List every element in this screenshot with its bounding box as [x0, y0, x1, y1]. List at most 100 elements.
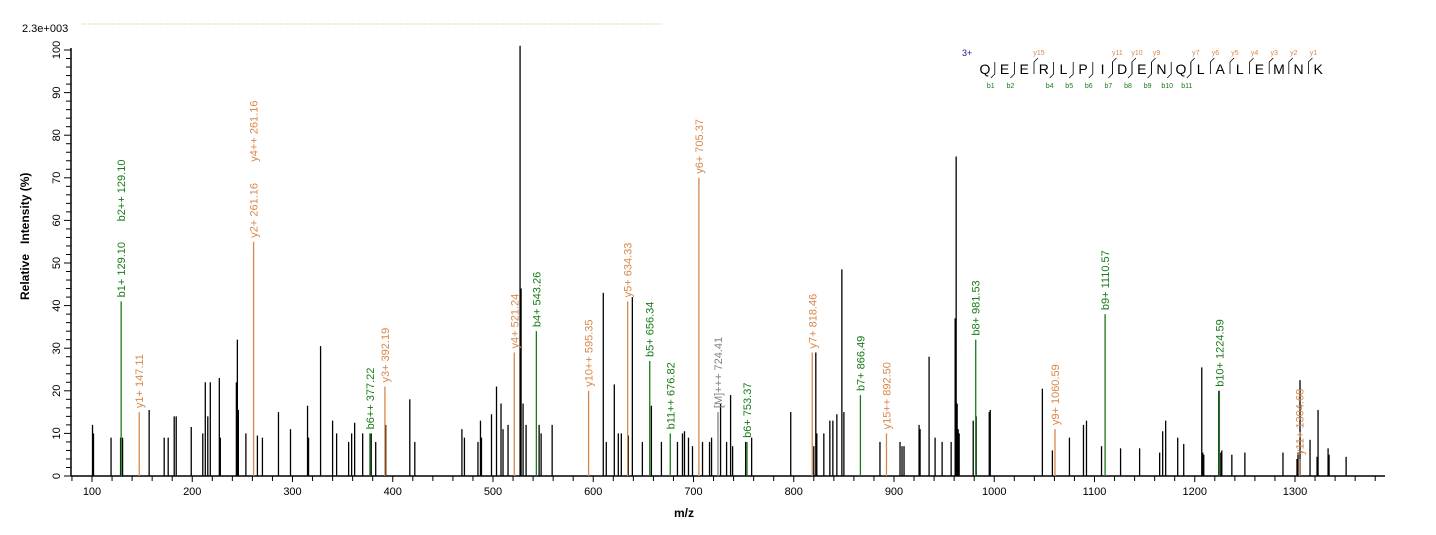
x-tick-label: 600: [584, 486, 602, 498]
y-ion-label: y1: [1310, 50, 1318, 57]
residue: E: [1255, 61, 1264, 77]
x-tick-label: 1100: [1083, 486, 1107, 498]
x-tick-label: 700: [684, 486, 702, 498]
y-tick-label: 0: [51, 473, 63, 479]
x-tick-label: 800: [785, 486, 803, 498]
x-tick-label: 1300: [1283, 486, 1307, 498]
peak-label: y9+ 1060.59: [1050, 364, 1062, 425]
y-tick-label: 90: [51, 86, 63, 98]
y-ion-bracket: [1112, 57, 1117, 74]
peptide-sequence: 3+Q E E R L P I D E N Q L A L E M N Kb1 b2 b4 b5 b6 b7 b8 b9 b10 b…: [962, 48, 1324, 90]
b-ion-label: b5: [1065, 83, 1073, 90]
y-ion-label: y11: [1112, 50, 1123, 57]
residue: K: [1314, 61, 1324, 77]
y-ion-label: y3: [1270, 50, 1278, 57]
y-ion-label: y5: [1231, 50, 1239, 57]
residue: E: [1137, 61, 1146, 77]
peak-label: b10+ 1224.59: [1214, 319, 1226, 387]
b-ion-bracket: [1147, 62, 1152, 79]
b-ion-bracket: [1108, 62, 1113, 79]
b-ion-bracket: [1186, 62, 1192, 79]
b-ion-bracket: [1088, 62, 1094, 79]
peak-label: b2++ 129.10: [116, 160, 128, 222]
peak-label: y5+ 634.33: [623, 243, 635, 298]
y-ion-label: y9: [1153, 50, 1161, 57]
residue: L: [1197, 61, 1205, 77]
y-tick-label: 20: [51, 385, 63, 397]
y-ion-label: y10: [1131, 50, 1142, 57]
y-ion-label: y2: [1290, 50, 1298, 57]
peak-label: y10++ 595.35: [584, 320, 596, 387]
x-axis-title: m/z: [674, 506, 694, 520]
residue: L: [1060, 61, 1068, 77]
peaks: [91, 45, 1347, 476]
residue: L: [1236, 61, 1244, 77]
b-ion-label: b9: [1144, 83, 1152, 90]
x-tick-label: 200: [183, 486, 201, 498]
b-ion-label: b11: [1181, 83, 1192, 90]
peak-label: b7+ 866.49: [855, 336, 867, 391]
b-ion-bracket: [990, 62, 996, 79]
y-ion-label: y6: [1212, 50, 1220, 57]
residue: Q: [1176, 61, 1187, 77]
peak-label: b4+ 543.26: [531, 272, 543, 327]
x-tick-label: 300: [283, 486, 301, 498]
residue: P: [1078, 61, 1087, 77]
residue: A: [1216, 61, 1226, 77]
peak-label: y11+ 1304.68: [1295, 389, 1307, 455]
peak-label: b5+ 656.34: [645, 302, 657, 357]
peak-label: y2+ 261.16: [249, 183, 261, 238]
peak-label: b9+ 1110.57: [1100, 250, 1112, 310]
residue: N: [1294, 61, 1304, 77]
peak-label: b6++ 377.22: [365, 368, 377, 430]
x-tick-label: 400: [384, 486, 402, 498]
y-tick-label: 70: [51, 172, 63, 184]
residue: N: [1156, 61, 1166, 77]
x-tick-label: 1000: [982, 486, 1006, 498]
residue: D: [1117, 61, 1127, 77]
y-ion-bracket: [1151, 57, 1156, 74]
y-ion-bracket: [1210, 57, 1215, 74]
y-axis-title: Relative Intensity (%): [18, 173, 32, 300]
x-tick-label: 500: [484, 486, 502, 498]
b-ion-bracket: [1166, 62, 1172, 79]
x-tick-label: 900: [885, 486, 903, 498]
b-ion-bracket: [1127, 62, 1133, 79]
y-ion-bracket: [1308, 57, 1313, 74]
residue: R: [1039, 61, 1049, 77]
residue: M: [1273, 61, 1285, 77]
y-ion-bracket: [1249, 57, 1254, 74]
peak-label: y6+ 705.37: [694, 119, 706, 174]
peak-label: [M]+++ 724.41: [713, 337, 725, 408]
y-tick-label: 30: [51, 342, 63, 354]
y-tick-label: 40: [51, 299, 63, 311]
charge-state: 3+: [962, 48, 972, 58]
y-tick-label: 60: [51, 214, 63, 226]
residue: E: [1000, 61, 1009, 77]
b-ion-bracket: [1010, 62, 1015, 79]
b-ion-label: b1: [987, 83, 995, 90]
x-tick-label: 1200: [1183, 486, 1207, 498]
peak-label: y4++ 261.16: [249, 101, 261, 162]
y-tick-label: 10: [51, 427, 63, 439]
peak-label: b11++ 676.82: [665, 362, 677, 429]
peak-label: b8+ 981.53: [971, 280, 983, 335]
y-ion-bracket: [1131, 57, 1137, 74]
y-ion-label: y7: [1192, 50, 1200, 57]
peak-label: y7+ 818.46: [807, 294, 819, 349]
y-ion-label: y4: [1251, 50, 1259, 57]
peak-labels: b1+ 129.10 b2++ 129.10 y1+ 147.11 y2+ 261.1…: [116, 101, 1307, 455]
b-ion-label: b7: [1105, 83, 1113, 90]
peak-label: y3+ 392.19: [380, 328, 392, 383]
intensity-scale-label: 2.3e+003: [22, 23, 68, 35]
y-ion-bracket: [1268, 57, 1274, 74]
y-ion-bracket: [1288, 57, 1294, 74]
peak-label: b1+ 129.10: [116, 242, 128, 297]
peak-label: b6+ 753.37: [742, 383, 754, 438]
residue: E: [1020, 61, 1029, 77]
y-ion-bracket: [1033, 57, 1039, 74]
x-tick-label: 100: [83, 486, 101, 498]
peak-label: y1+ 147.11: [134, 354, 146, 408]
peak-label: y15++ 892.50: [881, 362, 893, 429]
